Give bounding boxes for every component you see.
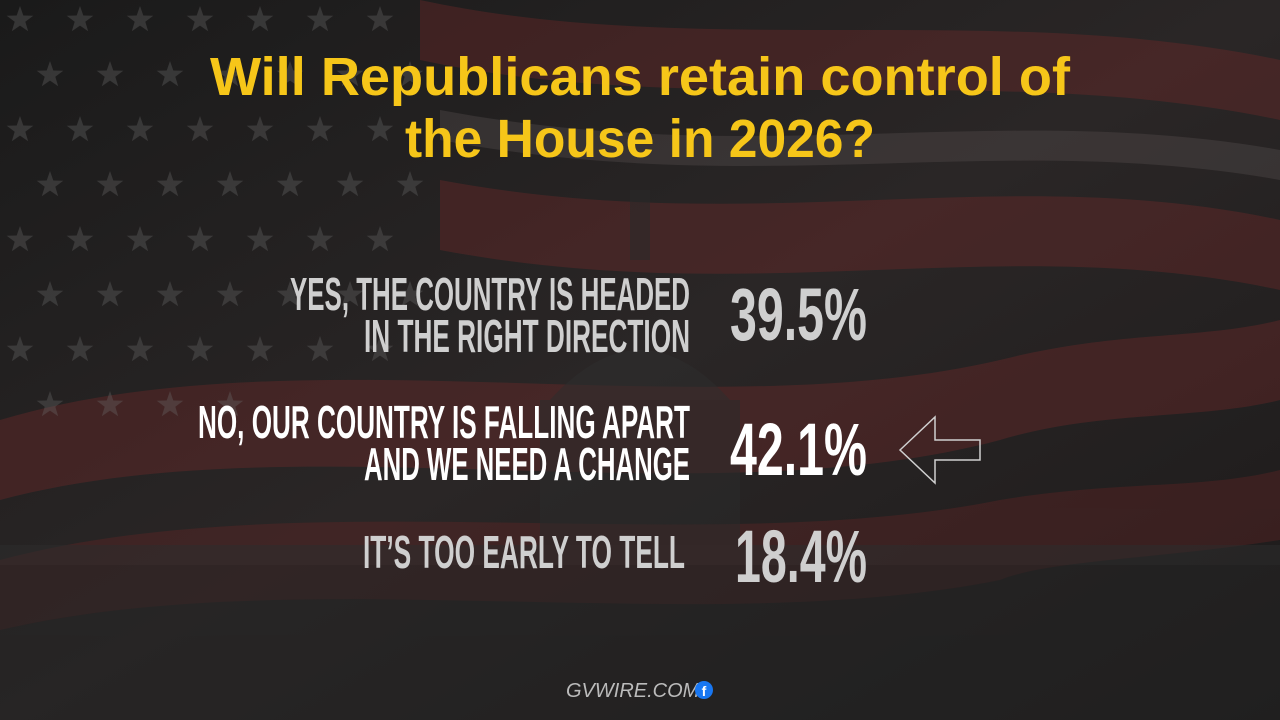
option-label: AND WE NEED A CHANGE bbox=[364, 438, 690, 490]
star bbox=[96, 61, 124, 87]
star bbox=[36, 171, 64, 197]
star bbox=[6, 226, 34, 252]
star bbox=[156, 281, 184, 307]
star bbox=[156, 391, 184, 417]
star bbox=[126, 336, 154, 362]
star bbox=[246, 6, 274, 32]
option-label: IN THE RIGHT DIRECTION bbox=[364, 310, 690, 362]
capitol-silhouette bbox=[0, 190, 1280, 720]
title-line: Will Republicans retain control of bbox=[210, 47, 1071, 107]
star bbox=[186, 6, 214, 32]
star bbox=[276, 281, 304, 307]
star bbox=[366, 336, 394, 362]
star bbox=[216, 281, 244, 307]
star bbox=[276, 61, 304, 87]
star bbox=[246, 226, 274, 252]
star bbox=[6, 336, 34, 362]
star bbox=[246, 336, 274, 362]
option-label: NO, OUR COUNTRY IS FALLING APART bbox=[198, 396, 690, 448]
option-percent: 39.5% bbox=[730, 273, 867, 356]
star bbox=[36, 61, 64, 87]
star bbox=[6, 6, 34, 32]
star bbox=[186, 336, 214, 362]
star bbox=[306, 116, 334, 142]
star bbox=[396, 61, 424, 87]
star bbox=[186, 226, 214, 252]
star bbox=[66, 6, 94, 32]
star bbox=[336, 171, 364, 197]
star bbox=[366, 6, 394, 32]
star bbox=[126, 116, 154, 142]
option-percent: 18.4% bbox=[735, 515, 867, 598]
star bbox=[336, 281, 364, 307]
star bbox=[36, 391, 64, 417]
star bbox=[246, 116, 274, 142]
star bbox=[366, 116, 394, 142]
logo: GVWIRE.COM bbox=[566, 680, 700, 702]
star bbox=[396, 281, 424, 307]
title-line: the House in 2026? bbox=[405, 109, 875, 169]
star bbox=[336, 61, 364, 87]
star bbox=[96, 391, 124, 417]
option-label: IT’S TOO EARLY TO TELL bbox=[363, 526, 685, 578]
star bbox=[366, 226, 394, 252]
option: YES, THE COUNTRY IS HEADED IN THE RIGHT … bbox=[290, 268, 867, 362]
star bbox=[186, 116, 214, 142]
star bbox=[396, 171, 424, 197]
facebook-icon bbox=[695, 681, 713, 699]
option-label: YES, THE COUNTRY IS HEADED bbox=[290, 268, 690, 320]
star bbox=[66, 116, 94, 142]
star bbox=[276, 171, 304, 197]
star bbox=[96, 171, 124, 197]
option: NO, OUR COUNTRY IS FALLING APART AND WE … bbox=[198, 396, 867, 491]
footer: GVWIRE.COM f bbox=[566, 680, 713, 702]
star bbox=[126, 226, 154, 252]
star bbox=[156, 61, 184, 87]
option-percent: 42.1% bbox=[730, 408, 867, 491]
star bbox=[306, 336, 334, 362]
title: Will Republicans retain control of the H… bbox=[210, 47, 1071, 169]
star bbox=[216, 61, 244, 87]
star bbox=[6, 116, 34, 142]
star bbox=[96, 281, 124, 307]
star bbox=[306, 6, 334, 32]
star bbox=[216, 171, 244, 197]
highlight-arrow bbox=[898, 415, 981, 485]
star bbox=[126, 6, 154, 32]
star bbox=[216, 391, 244, 417]
star bbox=[36, 281, 64, 307]
star bbox=[156, 171, 184, 197]
star bbox=[306, 226, 334, 252]
flag-stars bbox=[6, 6, 424, 417]
star bbox=[66, 336, 94, 362]
star bbox=[66, 226, 94, 252]
option: IT’S TOO EARLY TO TELL 18.4% bbox=[363, 515, 867, 598]
facebook-icon-glyph: f bbox=[702, 683, 707, 699]
